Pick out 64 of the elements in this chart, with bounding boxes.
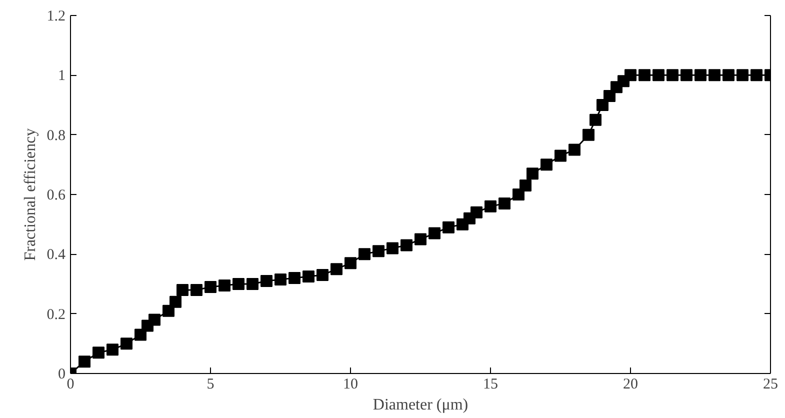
point (722, 69, 734, 82)
point (400, 239, 412, 252)
point (540, 158, 552, 171)
point (92, 346, 104, 359)
x-tick-label: 25 (763, 376, 778, 392)
point (288, 272, 300, 284)
y-tick-label: 0.6 (46, 188, 66, 204)
point (638, 69, 650, 82)
point (428, 227, 440, 240)
y-tick-label: 0.2 (46, 306, 66, 323)
point (498, 197, 510, 210)
point (204, 280, 216, 293)
y-tick-label: 1 (58, 68, 66, 84)
x-tick-label: 20 (623, 376, 638, 392)
point (246, 278, 258, 290)
point (512, 188, 524, 200)
x-tick-label: 10 (343, 376, 358, 392)
point (386, 242, 398, 254)
point (590, 114, 602, 126)
point (260, 275, 272, 288)
point (218, 279, 230, 292)
point (190, 284, 202, 296)
point (344, 257, 356, 270)
point (470, 206, 482, 218)
point (652, 69, 664, 82)
point (232, 278, 244, 290)
point (414, 233, 426, 246)
point (680, 69, 692, 82)
point (302, 270, 314, 283)
point (694, 69, 706, 82)
point (750, 69, 762, 82)
point (568, 144, 580, 156)
point (736, 69, 748, 82)
point (274, 274, 286, 286)
point (316, 269, 328, 282)
y-axis-title: Fractional efficiency (22, 128, 39, 261)
point (442, 221, 454, 234)
point (484, 200, 496, 212)
point (624, 69, 636, 82)
point (358, 248, 370, 260)
point (170, 296, 182, 308)
point (106, 344, 118, 356)
point (148, 314, 160, 326)
point (162, 304, 174, 317)
point (666, 69, 678, 82)
point (596, 99, 608, 111)
y-tick-label: 1.2 (46, 8, 66, 24)
point (372, 245, 384, 258)
point (78, 356, 90, 368)
point (526, 168, 538, 180)
x-tick-label: 15 (483, 376, 498, 392)
point (582, 128, 594, 141)
point (120, 338, 132, 350)
point (330, 263, 342, 276)
point (554, 150, 566, 162)
point (708, 69, 720, 82)
y-tick-label: 0.4 (46, 247, 66, 264)
point (520, 180, 532, 192)
point (176, 284, 188, 296)
point (604, 90, 616, 102)
y-tick-label: 0.8 (46, 128, 66, 144)
x-tick-label: 5 (206, 376, 214, 392)
y-tick-label: 0 (58, 366, 66, 382)
x-axis-title: Diameter (μm) (372, 396, 468, 414)
